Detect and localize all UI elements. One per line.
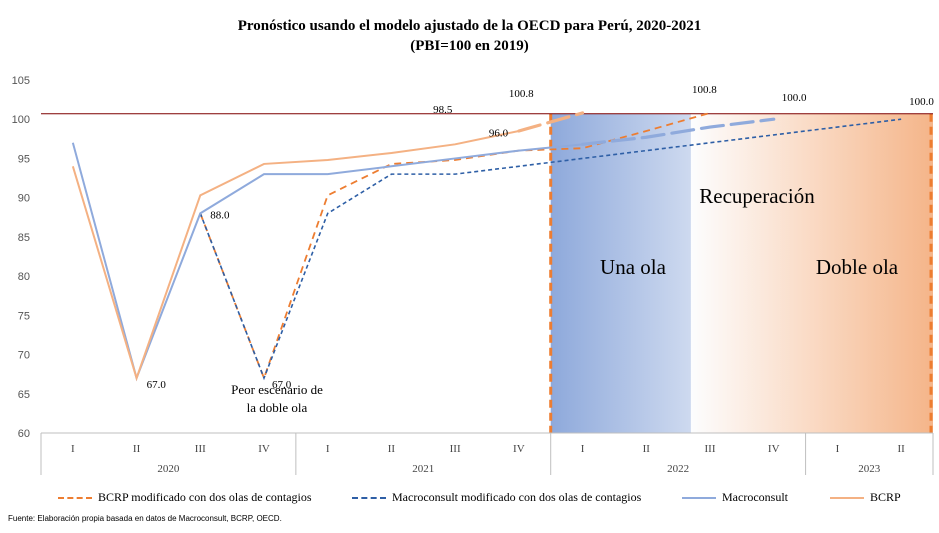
legend-label: Macroconsult: [722, 490, 788, 504]
chart-subtitle: (PBI=100 en 2019): [410, 38, 529, 54]
recovery-region-double-wave: [690, 113, 933, 433]
y-tick-label: 105: [12, 75, 30, 87]
x-tick-label: IV: [768, 443, 780, 455]
legend-swatch: [58, 496, 92, 499]
series-line: [199, 112, 711, 381]
x-tick-label: II: [643, 443, 651, 455]
y-tick-label: 95: [18, 153, 30, 165]
series-line: [199, 118, 902, 381]
x-tick-label: IV: [258, 443, 270, 455]
legend-label: Macroconsult modificado con dos olas de …: [392, 490, 642, 504]
legend-label: BCRP: [870, 490, 901, 504]
series-line: [71, 130, 520, 382]
year-label: 2021: [412, 463, 434, 475]
double-wave-label: Doble ola: [816, 255, 899, 279]
recovery-label: Recuperación: [699, 184, 815, 208]
y-tick-label: 100: [12, 114, 30, 126]
x-tick-label: II: [388, 443, 396, 455]
x-tick-label: III: [450, 443, 461, 455]
y-tick-label: 80: [18, 271, 30, 283]
y-tick-label: 60: [18, 428, 30, 440]
x-tick-label: II: [897, 443, 905, 455]
legend-item-macroconsult-modified: Macroconsult modificado con dos olas de …: [352, 490, 641, 505]
y-tick-label: 75: [18, 310, 30, 322]
legend-label: BCRP modificado con dos olas de contagio…: [98, 490, 312, 504]
legend-swatch: [830, 496, 864, 499]
data-label: 100.8: [692, 84, 717, 96]
series-line: [71, 142, 583, 382]
legend-item-macroconsult: Macroconsult: [682, 490, 788, 505]
source-note: Fuente: Elaboración propia basada en dat…: [8, 514, 282, 523]
x-tick-label: II: [133, 443, 141, 455]
year-label: 2022: [667, 463, 689, 475]
worst-case-annotation-line2: la doble ola: [247, 400, 308, 415]
y-tick-label: 65: [18, 389, 30, 401]
y-tick-label: 70: [18, 350, 30, 362]
series-line-extension: [517, 111, 585, 133]
x-tick-label: I: [581, 443, 585, 455]
x-tick-label: III: [705, 443, 716, 455]
legend-swatch: [682, 496, 716, 499]
legend-item-bcrp-modified: BCRP modificado con dos olas de contagio…: [58, 490, 312, 505]
year-label: 2023: [858, 463, 881, 475]
year-label: 2020: [157, 463, 180, 475]
data-label: 100.8: [509, 88, 534, 100]
data-label: 67.0: [272, 379, 292, 391]
worst-case-annotation: Peor escenario de: [231, 382, 323, 397]
x-tick-label: I: [836, 443, 840, 455]
data-label: 96.0: [489, 128, 509, 140]
legend-item-bcrp: BCRP: [830, 490, 901, 505]
series-line-extension: [580, 117, 776, 146]
x-tick-label: I: [71, 443, 75, 455]
x-tick-label: III: [195, 443, 206, 455]
data-label: 98.5: [433, 104, 453, 116]
legend: BCRP modificado con dos olas de contagio…: [0, 490, 939, 508]
data-label: 100.0: [782, 92, 807, 104]
data-label: 88.0: [210, 209, 230, 221]
data-label: 67.0: [147, 379, 167, 391]
legend-swatch: [352, 496, 386, 499]
one-wave-label: Una ola: [600, 255, 667, 279]
x-tick-label: IV: [513, 443, 525, 455]
y-tick-label: 85: [18, 232, 30, 244]
data-label: 100.0: [909, 96, 934, 108]
chart-title: Pronóstico usando el modelo ajustado de …: [237, 18, 702, 34]
y-tick-label: 90: [18, 193, 30, 205]
x-tick-label: I: [326, 443, 330, 455]
